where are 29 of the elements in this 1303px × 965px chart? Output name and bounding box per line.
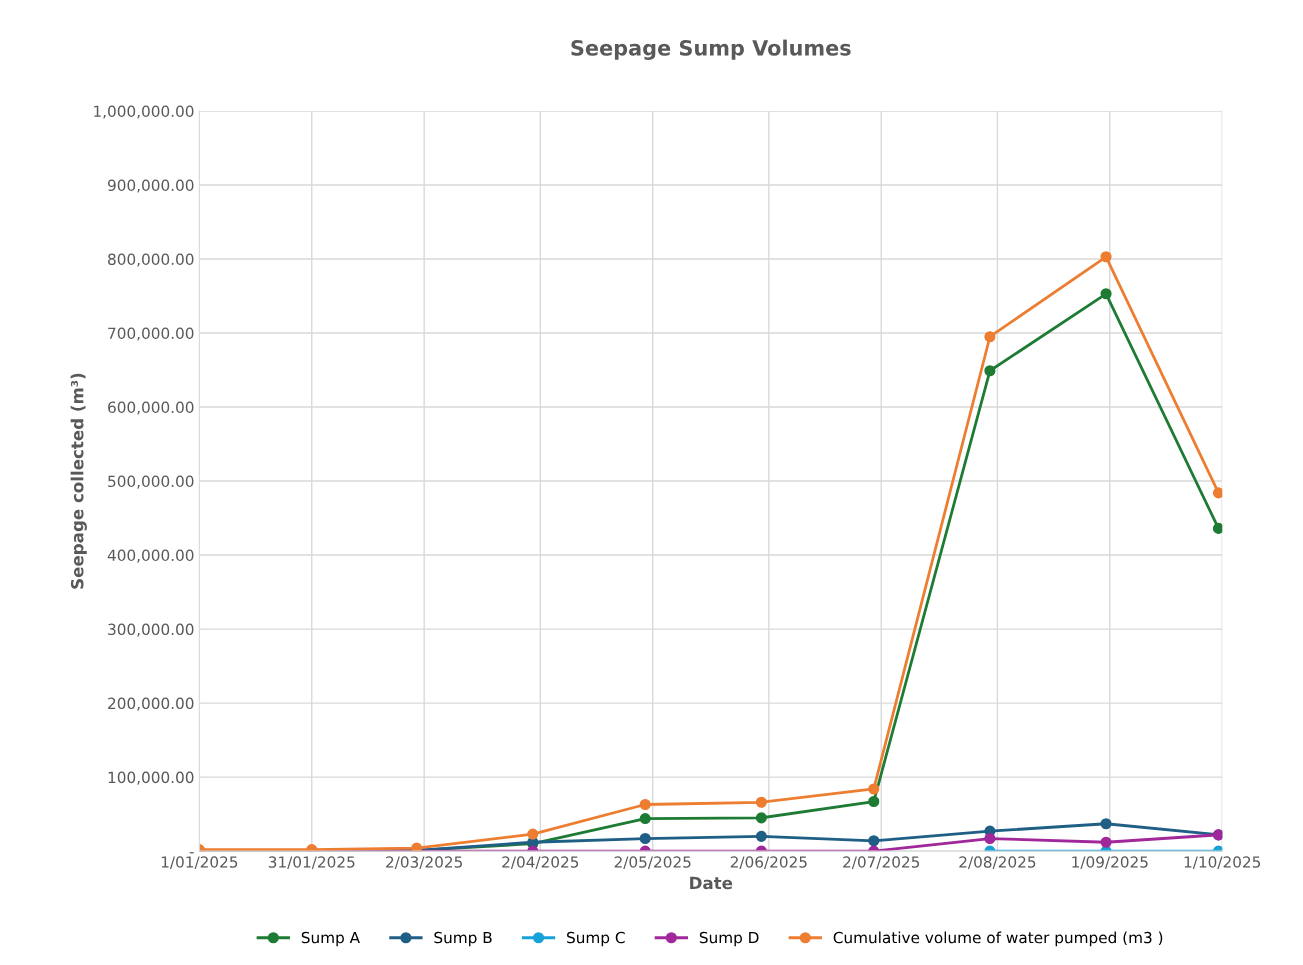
x-axis-title: Date bbox=[690, 876, 733, 890]
y-tick-label: 600,000.00 bbox=[108, 401, 194, 415]
y-tick-label: 700,000.00 bbox=[108, 327, 194, 341]
x-tick-label: 1/09/2025 bbox=[1072, 856, 1148, 870]
y-tick-label: 100,000.00 bbox=[108, 771, 194, 785]
legend-label: Sump B bbox=[434, 931, 492, 947]
y-tick-label: 400,000.00 bbox=[107, 549, 194, 563]
legend-label: Sump A bbox=[301, 931, 360, 947]
x-tick-label: 2/03/2025 bbox=[386, 856, 462, 870]
y-tick-label: 1,000,000.00 bbox=[94, 105, 194, 119]
y-tick-label: - bbox=[189, 852, 194, 854]
chart-title: Seepage Sump Volumes bbox=[571, 39, 851, 60]
legend-label: Sump C bbox=[567, 931, 625, 947]
y-tick-label: 800,000.00 bbox=[108, 253, 194, 267]
x-tick-label: 2/07/2025 bbox=[843, 856, 920, 870]
x-tick-label: 2/08/2025 bbox=[959, 856, 1036, 870]
x-tick-label: 2/05/2025 bbox=[614, 856, 691, 870]
y-tick-label: 900,000.00 bbox=[107, 179, 194, 193]
y-tick-label: 200,000.00 bbox=[108, 697, 194, 711]
x-tick-label: 2/06/2025 bbox=[730, 856, 807, 870]
x-tick-label: 1/10/2025 bbox=[1184, 856, 1261, 870]
y-tick-label: 500,000.00 bbox=[108, 475, 194, 489]
y-axis-title: Seepage collected (m³) bbox=[70, 373, 87, 589]
legend-label: Cumulative volume of water pumped (m3 ) bbox=[833, 931, 1163, 947]
x-tick-label: 1/01/2025 bbox=[161, 856, 238, 870]
x-tick-label: 2/04/2025 bbox=[502, 856, 579, 870]
legend-label: Sump D bbox=[699, 931, 759, 947]
x-tick-label: 31/01/2025 bbox=[268, 856, 355, 870]
y-tick-label: 300,000.00 bbox=[108, 623, 194, 637]
